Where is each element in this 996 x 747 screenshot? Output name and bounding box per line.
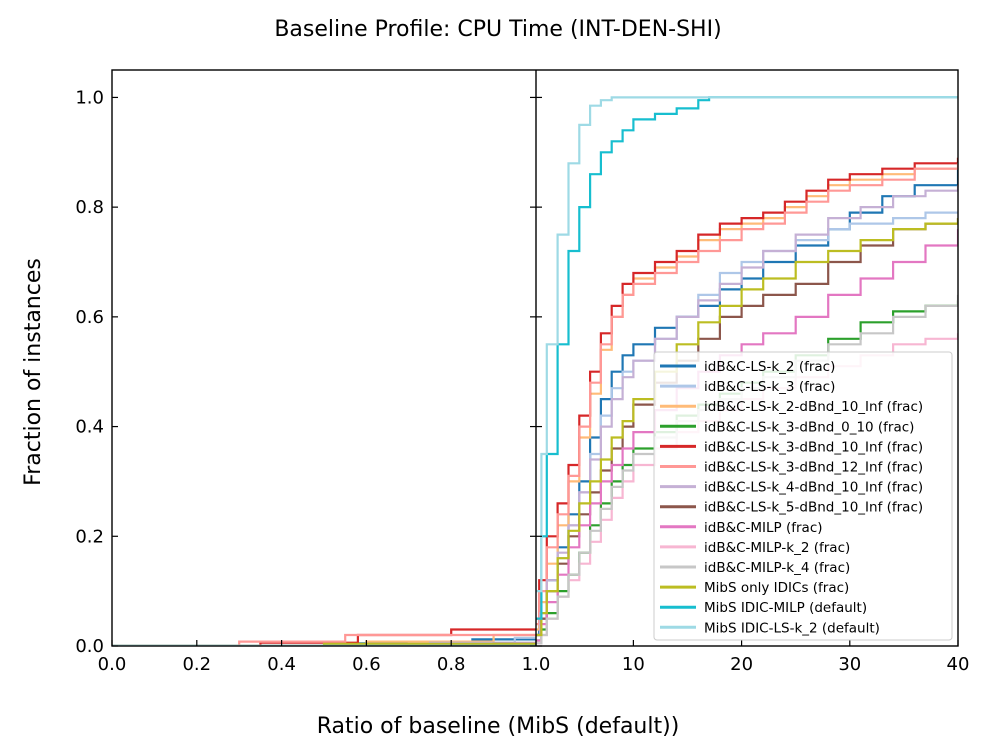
series-line-right-5 [536, 163, 958, 626]
x-tick-label-left: 0.6 [352, 654, 381, 675]
legend-label: MibS IDIC-MILP (default) [704, 600, 867, 616]
legend-entries: idB&C-LS-k_2 (frac) idB&C-LS-k_3 (frac) id… [660, 359, 923, 636]
y-tick-label: 0.2 [75, 526, 104, 547]
x-tick-label-right: 10 [622, 654, 645, 675]
x-tick-label-right: 40 [947, 654, 970, 675]
legend-label: idB&C-LS-k_4-dBnd_10_Inf (frac) [704, 480, 923, 496]
legend-label: idB&C-LS-k_5-dBnd_10_Inf (frac) [704, 500, 923, 516]
legend-label: idB&C-LS-k_3-dBnd_12_Inf (frac) [704, 460, 923, 476]
left-panel-series [112, 628, 536, 646]
legend-label: idB&C-MILP (frac) [704, 520, 823, 536]
legend-label: idB&C-LS-k_3-dBnd_0_10 (frac) [704, 419, 914, 435]
legend: idB&C-LS-k_2 (frac) idB&C-LS-k_3 (frac) id… [653, 351, 953, 641]
series-line-right-13 [536, 96, 958, 593]
series-line-left-5 [112, 633, 536, 646]
legend-label: MibS IDIC-LS-k_2 (default) [704, 620, 880, 636]
y-tick-label: 1.0 [75, 87, 104, 108]
legend-box [653, 351, 953, 641]
y-tick-label: 0.8 [75, 197, 104, 218]
y-tick-label: 0.0 [75, 636, 104, 657]
x-tick-label-left: 0.8 [437, 654, 466, 675]
y-tick-label: 0.4 [75, 417, 104, 438]
legend-label: MibS only IDICs (frac) [704, 580, 849, 596]
x-tick-label-left: 0.4 [267, 654, 296, 675]
x-tick-label-left: 0.0 [98, 654, 127, 675]
legend-label: idB&C-LS-k_2-dBnd_10_Inf (frac) [704, 399, 923, 415]
x-axis-label: Ratio of baseline (MibS (default)) [317, 714, 680, 739]
legend-label: idB&C-LS-k_2 (frac) [704, 359, 835, 375]
chart-title: Baseline Profile: CPU Time (INT-DEN-SHI) [274, 17, 721, 42]
y-axis-label: Fraction of instances [21, 258, 46, 486]
x-tick-label-right: 20 [730, 654, 753, 675]
legend-label: idB&C-LS-k_3-dBnd_10_Inf (frac) [704, 439, 923, 455]
x-tick-label-left: 0.2 [182, 654, 211, 675]
legend-label: idB&C-MILP-k_2 (frac) [704, 540, 850, 556]
series-line-right-12 [536, 96, 958, 620]
x-tick-label-right: 30 [838, 654, 861, 675]
y-tick-label: 0.6 [75, 307, 104, 328]
legend-label: idB&C-MILP-k_4 (frac) [704, 560, 850, 576]
x-tick-label-left: 1.0 [522, 654, 551, 675]
axis-ticks: 0.0 0.2 0.4 0.6 0.8 1.0 0.0 0.2 0.4 0.6 0.8 1.0 10 20… [75, 87, 969, 675]
legend-label: idB&C-LS-k_3 (frac) [704, 379, 835, 395]
